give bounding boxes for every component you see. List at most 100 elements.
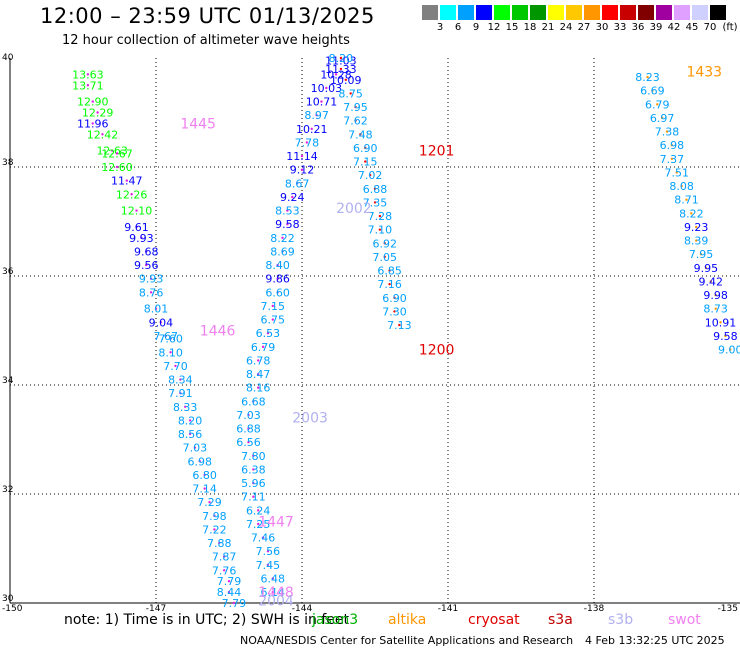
wave-height-label: 11.14: [286, 150, 318, 163]
wave-height-label: 13.71: [72, 79, 104, 92]
y-tick-label: 38: [2, 158, 14, 168]
wave-height-label: 9.12: [290, 164, 315, 177]
track-point: [164, 334, 167, 338]
x-tick-label: -141: [438, 604, 458, 612]
x-tick-label: -144: [292, 604, 313, 612]
pass-time-label: 1200: [419, 343, 455, 359]
color-swatch: [440, 5, 456, 20]
wave-height-label: 9.00: [718, 344, 740, 357]
track-point: [325, 86, 328, 90]
wave-height-label: 7.30: [382, 305, 407, 318]
wave-height-label: 9.93: [139, 273, 164, 286]
wave-height-label: 6.14: [261, 586, 286, 599]
chart-title: 12:00 – 23:59 UTC 01/13/2025: [40, 4, 375, 28]
wave-height-label: 8.16: [246, 382, 271, 395]
color-swatch: [476, 5, 492, 20]
wave-height-label: 7.62: [343, 115, 368, 128]
track-point: [305, 141, 309, 144]
wave-height-label: 6.98: [660, 139, 685, 152]
wave-height-label: 8.34: [168, 374, 193, 387]
track-point: [714, 293, 717, 297]
track-point: [291, 195, 294, 199]
track-point: [198, 460, 201, 463]
satellite-legend-cryosat: cryosat: [468, 612, 520, 628]
color-scale-label: 3: [436, 22, 444, 33]
pass-time-label: 1447: [258, 514, 294, 530]
track-point: [257, 359, 260, 362]
track-point: [149, 291, 153, 294]
track-point: [364, 160, 367, 163]
wave-height-label: 7.15: [261, 300, 286, 313]
track-point: [334, 73, 338, 76]
track-point: [115, 152, 119, 155]
wave-height-label: 9.24: [280, 191, 305, 204]
track-point: [252, 481, 255, 485]
track-point: [179, 391, 182, 395]
generated-timestamp: 4 Feb 13:32:25 UTC 2025: [585, 634, 725, 647]
track-point: [91, 100, 94, 103]
wave-height-label: 9.42: [699, 275, 724, 288]
track-point: [247, 441, 250, 444]
wave-height-label: 12.63: [96, 145, 128, 158]
track-point: [86, 73, 90, 76]
track-point: [130, 193, 133, 196]
wave-height-label: 10.21: [296, 123, 328, 136]
wave-height-label: 7.02: [358, 169, 383, 182]
color-swatch: [710, 5, 726, 20]
wave-height-label: 8.47: [246, 368, 271, 381]
track-point: [276, 291, 279, 294]
wave-height-label: 9.86: [265, 273, 290, 286]
pass-time-label: 1201: [419, 144, 455, 160]
wave-height-label: 9.98: [703, 289, 728, 302]
wave-height-label: 12.29: [82, 107, 114, 120]
wave-height-label: 6.80: [192, 469, 217, 482]
track-point: [135, 225, 138, 229]
track-point: [388, 282, 391, 286]
wave-height-label: 12.26: [116, 188, 148, 201]
wave-height-label: 8.76: [139, 286, 164, 299]
color-swatch: [584, 5, 600, 20]
wave-height-label: 9.95: [694, 262, 719, 275]
wave-height-label: 8.97: [304, 109, 329, 122]
wave-height-label: 9.58: [275, 218, 300, 231]
wave-height-label: 9.23: [684, 221, 709, 234]
satellite-legend-swot: swot: [668, 612, 701, 628]
footnote: note: 1) Time is in UTC; 2) SWH is in fe…: [64, 612, 350, 628]
pass-time-label: 1448: [258, 585, 294, 601]
track-point: [344, 78, 347, 82]
wave-height-label: 7.45: [256, 559, 281, 572]
track-point: [724, 334, 727, 338]
wave-height-label: 11.33: [325, 63, 357, 76]
track-point: [388, 269, 391, 272]
wave-height-label: 7.48: [348, 128, 373, 141]
track-point: [266, 563, 270, 567]
track-point: [188, 432, 192, 436]
wave-height-label: 6.98: [188, 455, 213, 468]
track-point: [300, 168, 304, 171]
track-point: [252, 468, 255, 471]
wave-height-label: 6.68: [241, 395, 266, 408]
track-point: [709, 280, 712, 283]
wave-height-label: 7.16: [377, 278, 402, 291]
color-swatch: [620, 5, 636, 20]
wave-height-label: 12.60: [101, 161, 133, 174]
wave-height-label: 7.76: [212, 564, 237, 577]
y-tick-label: 32: [2, 485, 13, 495]
track-point: [261, 536, 265, 539]
track-point: [145, 263, 148, 267]
track-point: [125, 179, 128, 182]
track-point: [398, 323, 401, 327]
track-point: [266, 550, 270, 553]
wave-height-label: 8.10: [158, 346, 183, 359]
wave-height-label: 7.15: [353, 156, 378, 169]
wave-height-label: 8.08: [669, 180, 694, 193]
wave-height-label: 6.69: [640, 85, 665, 98]
wave-height-label: 11.96: [77, 117, 109, 130]
wave-height-label: 10.09: [330, 74, 362, 87]
track-point: [222, 555, 226, 558]
track-point: [660, 116, 664, 120]
wave-height-label: 8.69: [270, 245, 295, 258]
track-point: [690, 212, 693, 215]
y-tick-label: 30: [2, 594, 14, 604]
credit-line: NOAA/NESDIS Center for Satellite Applica…: [240, 634, 574, 647]
